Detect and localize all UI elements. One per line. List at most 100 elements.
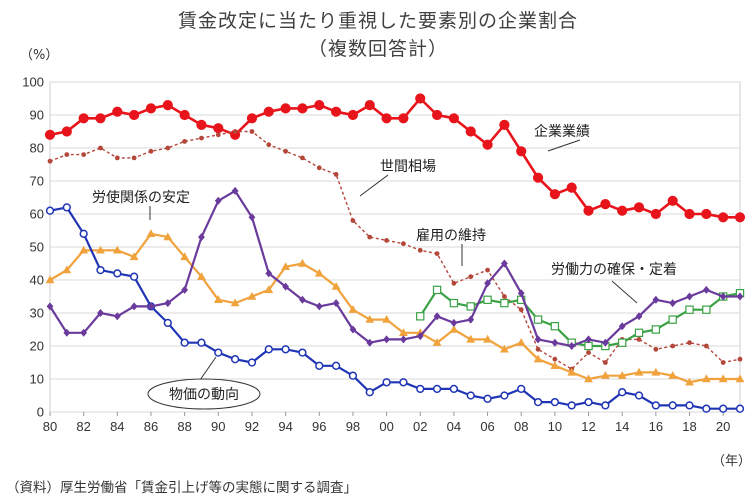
data-point [584, 397, 593, 407]
data-point [61, 126, 72, 137]
data-point [282, 282, 290, 291]
data-point [147, 302, 155, 311]
data-point [701, 208, 712, 220]
data-point [129, 109, 140, 121]
data-point [670, 343, 676, 349]
data-point [651, 325, 661, 334]
data-point [81, 152, 87, 158]
data-point [719, 292, 727, 301]
data-point [114, 155, 120, 161]
data-point [95, 113, 106, 124]
data-point [701, 374, 711, 383]
data-point [300, 155, 305, 161]
data-point [299, 295, 306, 304]
data-point [566, 182, 577, 193]
data-point [650, 208, 661, 220]
data-point [702, 404, 711, 413]
data-point [180, 252, 190, 261]
data-point [44, 129, 56, 140]
data-point [602, 360, 608, 365]
x-tick-label: 14 [615, 419, 629, 434]
data-point [332, 299, 340, 308]
data-point [550, 397, 560, 407]
data-point [197, 338, 206, 347]
x-tick-label: 94 [278, 419, 292, 434]
data-point [199, 135, 204, 141]
data-point [617, 338, 627, 347]
data-point [685, 305, 694, 314]
data-point [46, 302, 54, 311]
data-point [618, 388, 627, 397]
data-point [516, 338, 526, 346]
data-point [484, 279, 491, 288]
x-tick-label: 92 [245, 419, 259, 434]
x-tick-label: 06 [480, 419, 494, 434]
data-point [500, 391, 509, 400]
data-point [179, 109, 190, 121]
data-point [583, 205, 594, 216]
data-point [348, 305, 358, 313]
y-tick-label: 0 [37, 405, 44, 420]
data-point [398, 113, 409, 124]
data-point [448, 113, 460, 124]
data-point [652, 295, 660, 304]
data-point [366, 338, 374, 347]
data-point [718, 212, 729, 223]
series-label: 世間相場 [380, 159, 436, 175]
y-axis-unit-label: （%） [20, 48, 59, 63]
data-point [451, 280, 457, 286]
y-tick-label: 80 [30, 141, 44, 156]
data-point [384, 238, 389, 243]
x-tick-label: 00 [379, 419, 393, 434]
data-point [113, 312, 121, 321]
data-point [651, 367, 661, 376]
series-label-leader [199, 356, 217, 381]
data-point [79, 229, 88, 238]
data-point [333, 172, 339, 177]
data-point [735, 404, 745, 413]
data-point [129, 252, 139, 261]
data-point [499, 119, 510, 131]
data-point [417, 247, 423, 253]
data-point [449, 298, 459, 308]
data-point [348, 371, 358, 380]
data-point [668, 401, 677, 410]
data-point [264, 345, 273, 354]
data-point [667, 195, 678, 206]
data-point [163, 318, 172, 328]
data-point [687, 340, 692, 346]
data-point [433, 312, 441, 321]
data-point [196, 119, 207, 131]
data-point [281, 262, 291, 270]
data-point [685, 377, 694, 386]
data-point [162, 100, 173, 111]
data-point [636, 337, 642, 342]
data-point [350, 218, 356, 224]
data-point [719, 404, 728, 413]
series-label-leader [547, 139, 581, 152]
data-point [112, 106, 123, 117]
data-point [635, 312, 643, 321]
data-point [97, 309, 104, 317]
data-point [365, 315, 375, 323]
data-point [214, 196, 222, 205]
data-point [600, 371, 610, 379]
data-point [146, 229, 156, 237]
data-point [432, 384, 442, 394]
data-point [617, 205, 628, 216]
data-point [585, 335, 592, 344]
data-point [669, 299, 677, 308]
data-point [163, 232, 173, 241]
series-label: 物価の動向 [169, 387, 239, 403]
data-point [416, 384, 425, 394]
data-point [113, 269, 122, 278]
data-point [702, 305, 711, 314]
data-point [382, 378, 391, 387]
x-axis-unit-label: （年） [712, 454, 752, 469]
data-point [129, 272, 139, 281]
data-point [112, 245, 122, 254]
data-point [533, 315, 543, 324]
data-point [686, 292, 693, 301]
data-point [551, 338, 559, 347]
